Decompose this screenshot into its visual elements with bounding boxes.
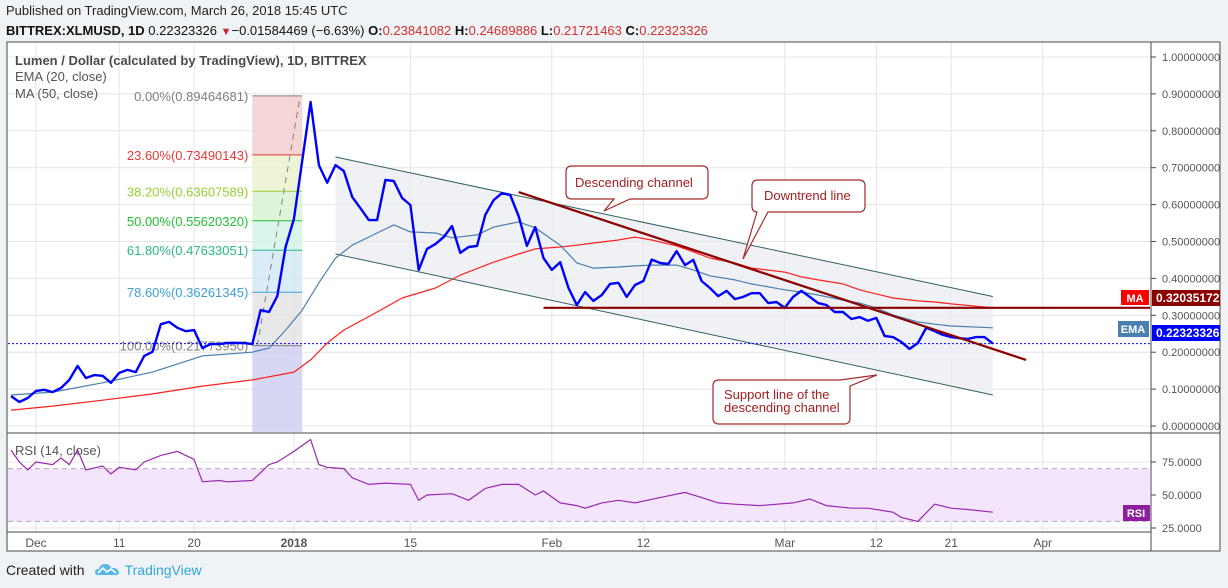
fib-level-label: 100.00%(0.21773950) [120,339,249,354]
time-tick-label: 20 [187,536,201,550]
fib-zone [252,154,303,192]
created-with-label: Created with [6,562,85,578]
high-value: 0.24689886 [468,23,538,38]
price-change: −0.01584469 (−6.63%) [231,23,365,38]
price-tick-label: 0.10000000 [1162,384,1220,396]
published-info: Published on TradingView.com, March 26, … [6,3,348,18]
fib-level-label: 78.60%(0.36261345) [127,285,248,300]
fib-level-label: 50.00%(0.55620320) [127,214,248,229]
time-tick-label: 12 [870,536,884,550]
open-label: O: [368,23,383,38]
high-label: H: [454,23,469,38]
series-rsi-line [10,438,993,523]
fib-zone [252,95,303,155]
fib-level-label: 0.00%(0.89464681) [134,89,248,104]
price-tick-label: 0.40000000 [1162,273,1220,285]
channel-fill [335,156,993,396]
time-tick-label: Apr [1033,536,1052,550]
svg-text:RSI: RSI [1127,508,1145,520]
price-tick-label: 0.20000000 [1162,347,1220,359]
fib-trend-line [256,95,301,346]
time-axis[interactable]: Dec 11 20 2018 15 Feb 12 Mar 12 21 Apr [25,536,1052,550]
trend-lines[interactable] [518,191,1150,361]
callout-text: Descending channel [575,175,693,190]
price-tick-label: 0.80000000 [1162,126,1220,138]
price-tick-label: 1.00000000 [1162,52,1220,64]
tradingview-link[interactable]: TradingView [124,562,202,578]
rsi-tick-label: 25.0000 [1162,523,1202,535]
price-tick-label: 0.30000000 [1162,310,1220,322]
fib-level-label: 38.20%(0.63607589) [127,184,248,199]
price-tick-label: 0.00000000 [1162,421,1220,433]
svg-text:0.22323326: 0.22323326 [1156,326,1220,340]
low-label: L: [540,23,554,38]
rsi-band-fill [8,468,1150,522]
ma-tag: MA [1121,290,1149,305]
fib-zone [252,250,303,293]
fib-level-label: 61.80%(0.47633051) [127,243,248,258]
time-tick-label: 2018 [281,536,308,550]
triangle-down-icon: ▼ [220,26,232,38]
channel-support-line [335,253,993,396]
low-value: 0.21721463 [553,23,622,38]
fib-zone [252,292,303,346]
svg-text:EMA: EMA [1121,324,1146,336]
symbol-info-bar: BITTREX:XLMUSD, 1D 0.22323326 ▼−0.015844… [6,23,708,38]
rsi-band [8,468,1150,522]
downtrend-line [518,191,1027,361]
series-ma-line [10,236,993,411]
time-tick-label: 21 [945,536,959,550]
tradingview-cloud-icon [94,564,119,575]
last-price: 0.22323326 [148,23,217,38]
callout-support-line[interactable]: Support line of the descending channel [712,374,878,425]
ema-tag: EMA [1118,321,1149,337]
open-value: 0.23841082 [382,23,452,38]
rsi-tick-label: 50.0000 [1162,490,1202,502]
legend-rsi[interactable]: RSI (14, close) [15,443,101,458]
callout-text: Downtrend line [764,188,851,203]
descending-channel[interactable] [335,156,993,396]
ma-value-tag: 0.32035172 [1152,290,1220,306]
price-tick-label: 0.60000000 [1162,200,1220,212]
legend-ma[interactable]: MA (50, close) [15,86,98,101]
price-tick-label: 0.50000000 [1162,237,1220,249]
time-tick-label: 11 [113,536,126,550]
symbol-label: BITTREX:XLMUSD, 1D [6,23,145,38]
svg-text:MA: MA [1126,293,1143,305]
rsi-tick-label: 75.0000 [1162,457,1202,469]
close-value: 0.22323326 [639,23,708,38]
time-tick-label: Dec [25,536,46,550]
price-tick-label: 0.70000000 [1162,163,1220,175]
callout-text: Support line of the [724,387,830,402]
callout-text: descending channel [724,400,840,415]
chart-title: Lumen / Dollar (calculated by TradingVie… [15,53,367,68]
price-tick-label: 0.90000000 [1162,89,1220,101]
legend-ema[interactable]: EMA (20, close) [15,69,107,84]
time-tick-label: Mar [774,536,795,550]
time-tick-label: 15 [404,536,418,550]
rsi-tag: RSI [1123,505,1150,521]
fib-zone [252,345,303,432]
fib-zone [252,220,303,251]
fib-retracement[interactable]: 0.00%(0.89464681) 23.60%(0.73490143) 38.20… [120,89,303,432]
price-axis[interactable]: 0.00000000 0.10000000 0.20000000 0.30000000… [1151,52,1220,433]
footer: Created with TradingView [6,562,202,578]
callout-descending-channel[interactable]: Descending channel [565,165,709,212]
time-tick-label: Feb [541,536,562,550]
last-price-tag: 0.22323326 [1152,325,1220,341]
callout-downtrend-line[interactable]: Downtrend line [742,179,866,260]
channel-upper-line [335,156,993,297]
svg-text:0.32035172: 0.32035172 [1156,291,1220,305]
close-label: C: [625,23,640,38]
rsi-axis[interactable]: 25.0000 50.0000 75.0000 [1151,457,1202,535]
time-tick-label: 12 [637,536,651,550]
fib-level-label: 23.60%(0.73490143) [127,148,248,163]
